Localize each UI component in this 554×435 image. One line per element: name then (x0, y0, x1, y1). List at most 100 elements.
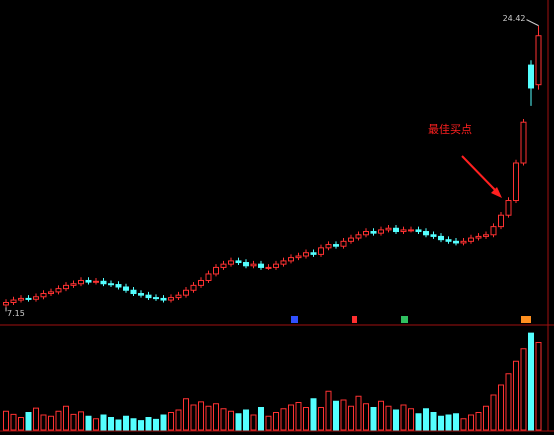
volume-bar (220, 408, 227, 431)
volume-bar (438, 415, 444, 431)
volume-bar (123, 415, 129, 431)
candle-body (468, 237, 474, 242)
candle-body (475, 235, 482, 239)
volume-bar (115, 419, 122, 431)
volume-bar (130, 418, 137, 431)
annotation-arrowhead (491, 187, 502, 198)
volume-bar (10, 413, 17, 431)
candle-body (115, 284, 122, 288)
volume-bar (273, 412, 279, 431)
candle-body (385, 227, 392, 231)
volume-bar (280, 408, 287, 431)
volume-bar (145, 417, 152, 431)
volume-bar (85, 415, 92, 431)
candle-body (348, 237, 354, 242)
candle-body (70, 283, 77, 286)
signal-marker (352, 316, 357, 323)
volume-bar (333, 400, 339, 431)
volume-bar (18, 417, 24, 431)
candle-body (498, 214, 504, 228)
volume-bar (93, 418, 99, 431)
volume-bar (355, 395, 362, 431)
candle-body (18, 297, 24, 301)
volume-bar (100, 414, 107, 431)
candle-body (378, 229, 384, 234)
volume-bar (175, 409, 182, 431)
volume-bar (25, 412, 32, 431)
volume-bar (445, 414, 452, 431)
candle-body (93, 280, 99, 283)
candle-body (198, 279, 204, 286)
candle-body (235, 260, 242, 264)
candle-body (33, 296, 39, 300)
candle-body (40, 293, 47, 298)
candle-body (318, 247, 324, 255)
candle-body (183, 289, 189, 296)
candle-body (55, 288, 62, 293)
candle-body (340, 240, 347, 247)
volume-bar (348, 405, 354, 431)
volume-bar (505, 373, 512, 431)
candle-body (325, 244, 332, 249)
candle-body (63, 284, 69, 290)
volume-bar (483, 405, 489, 431)
min-label: 7.15 (7, 309, 25, 318)
candle-body (288, 257, 294, 262)
candle-body (168, 297, 174, 301)
candle-body (3, 302, 9, 306)
annotation-arrow (461, 155, 498, 193)
candle-body (130, 289, 137, 295)
candle-body (78, 279, 84, 285)
candle-body (310, 252, 317, 255)
volume-bar (160, 414, 167, 431)
volume-bar (40, 414, 47, 431)
candle-body (408, 229, 414, 232)
candle-body (415, 229, 422, 233)
volume-bar (168, 412, 174, 431)
volume-bar (535, 342, 542, 431)
candle-body (10, 299, 17, 304)
candle-body (460, 240, 467, 244)
volume-bar (370, 407, 377, 431)
candle-body (175, 294, 182, 299)
volume-bar (430, 412, 437, 431)
volume-bar (78, 411, 84, 431)
volume-bar (475, 412, 482, 431)
volume-bar (70, 413, 77, 431)
candle-body (520, 121, 527, 164)
volume-bar (250, 414, 257, 431)
candle-body (295, 255, 302, 259)
volume-bar (198, 401, 204, 431)
volume-bar (48, 415, 54, 431)
volume-bar (213, 403, 219, 431)
volume-bar (288, 404, 294, 431)
volume-bar (400, 404, 407, 431)
candle-body (303, 252, 309, 257)
volume-bar (55, 410, 62, 431)
volume-bar (468, 414, 474, 431)
candle-body (205, 273, 212, 281)
candle-body (250, 263, 257, 267)
candle-body (535, 35, 542, 86)
volume-bar (310, 398, 317, 431)
signal-marker (521, 316, 531, 323)
candle-body (333, 244, 339, 247)
candle-body (513, 162, 519, 202)
annotation: 最佳买点 (428, 122, 472, 136)
volume-bar (318, 407, 324, 431)
volume-bar (408, 408, 414, 431)
volume-bar (295, 402, 302, 431)
volume-bar (190, 404, 197, 431)
volume-bar (33, 407, 39, 431)
volume-bar (235, 413, 242, 431)
candle-body (25, 297, 32, 300)
candle-body (393, 227, 399, 233)
candle-body (490, 226, 497, 236)
volume-bar (393, 409, 399, 431)
candle-body (445, 239, 452, 242)
volume-bar (378, 400, 384, 431)
volume-bar (498, 384, 504, 431)
candle-body (48, 291, 54, 295)
